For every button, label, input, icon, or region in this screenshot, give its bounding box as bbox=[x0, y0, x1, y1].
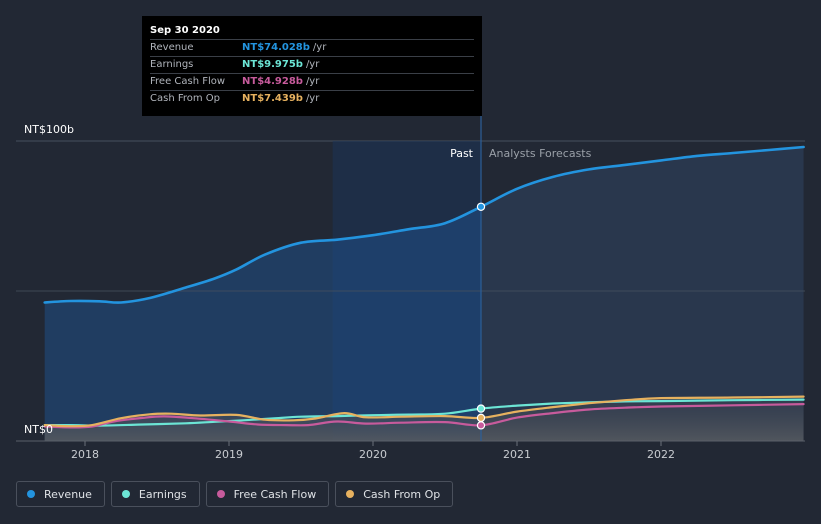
legend-item-revenue[interactable]: Revenue bbox=[16, 481, 105, 507]
tooltip-value: NT$7.439b bbox=[242, 93, 303, 104]
tooltip-row-revenue: Revenue NT$74.028b /yr bbox=[150, 39, 474, 56]
legend-item-cash-from-op[interactable]: Cash From Op bbox=[335, 481, 454, 507]
tooltip-label: Cash From Op bbox=[150, 93, 221, 104]
tooltip-unit: /yr bbox=[305, 76, 320, 87]
legend-label: Cash From Op bbox=[363, 487, 441, 501]
legend-item-free-cash-flow[interactable]: Free Cash Flow bbox=[205, 481, 330, 507]
x-tick-label: 2019 bbox=[215, 448, 243, 461]
cash-from-op-dot-icon bbox=[346, 490, 355, 498]
marker-earnings bbox=[476, 404, 486, 413]
tooltip-label: Revenue bbox=[150, 42, 194, 53]
legend-label: Earnings bbox=[138, 487, 187, 501]
tooltip-value: NT$4.928b bbox=[242, 76, 303, 87]
tooltip-value: NT$9.975b bbox=[242, 59, 303, 70]
marker-cash-from-op bbox=[476, 413, 486, 423]
x-tick-label: 2022 bbox=[647, 448, 675, 461]
data-tooltip: Sep 30 2020 Revenue NT$74.028b /yr Earni… bbox=[142, 16, 482, 116]
x-tick-label: 2021 bbox=[503, 448, 531, 461]
revenue-dot-icon bbox=[27, 490, 35, 498]
tooltip-unit: /yr bbox=[305, 93, 320, 104]
tooltip-row-free-cash-flow: Free Cash Flow NT$4.928b /yr bbox=[150, 73, 474, 90]
tooltip-date: Sep 30 2020 bbox=[150, 25, 220, 36]
legend-label: Free Cash Flow bbox=[233, 487, 317, 501]
tooltip-unit: /yr bbox=[305, 59, 320, 70]
chart-legend: Revenue Earnings Free Cash Flow Cash Fro… bbox=[16, 481, 454, 507]
y-tick-label-bottom: NT$0 bbox=[24, 423, 53, 436]
marker-free-cash-flow bbox=[476, 421, 486, 430]
y-tick-label-top: NT$100b bbox=[24, 123, 74, 136]
earnings-dot-icon bbox=[121, 490, 130, 498]
series-line-revenue bbox=[43, 145, 805, 304]
x-tick-label: 2018 bbox=[71, 448, 99, 461]
legend-item-earnings[interactable]: Earnings bbox=[110, 481, 200, 507]
forecast-label: Analysts Forecasts bbox=[489, 147, 592, 160]
legend-label: Revenue bbox=[44, 487, 92, 501]
revenue-area-forecast bbox=[481, 147, 804, 441]
x-tick-label: 2020 bbox=[359, 448, 387, 461]
past-label: Past bbox=[450, 147, 474, 160]
series-line-free-cash-flow bbox=[43, 403, 805, 429]
tooltip-label: Free Cash Flow bbox=[150, 76, 226, 87]
free-cash-flow-dot-icon bbox=[216, 490, 225, 498]
marker-revenue bbox=[476, 202, 486, 211]
tooltip-row-earnings: Earnings NT$9.975b /yr bbox=[150, 56, 474, 73]
tooltip-value: NT$74.028b bbox=[242, 42, 310, 53]
tooltip-unit: /yr bbox=[312, 42, 327, 53]
tooltip-label: Earnings bbox=[150, 59, 194, 70]
tooltip-row-cash-from-op: Cash From Op NT$7.439b /yr bbox=[150, 90, 474, 107]
revenue-area-past bbox=[44, 206, 481, 441]
series-line-cash-from-op bbox=[43, 395, 805, 428]
